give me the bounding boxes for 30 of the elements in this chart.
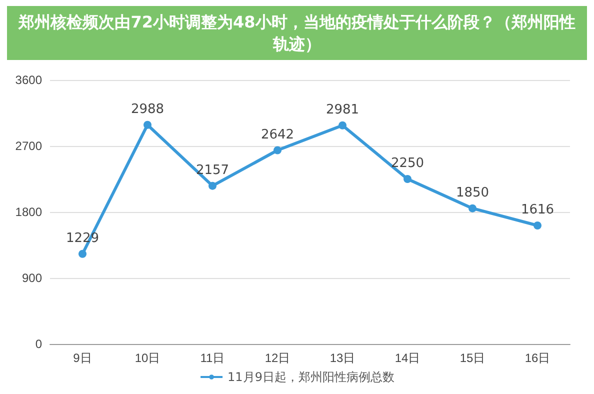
y-tick-label: 0: [35, 337, 42, 351]
chart-title: 郑州核检频次由72小时调整为48小时，当地的疫情处于什么阶段？（郑州阳性轨迹）: [18, 12, 576, 54]
point: [534, 221, 542, 230]
data-label: 1616: [520, 202, 554, 218]
x-tick-label: 14日: [394, 351, 420, 365]
data-label: 2642: [260, 127, 294, 142]
data-label: 2988: [130, 102, 164, 117]
point: [208, 182, 216, 190]
point: [468, 204, 476, 212]
x-tick-label: 11日: [200, 351, 225, 365]
legend-label: 11月9日起，郑州阳性病例总数: [228, 370, 394, 384]
x-tick-label: 16日: [524, 351, 550, 365]
data-label: 2250: [390, 156, 424, 171]
data-label: 2157: [196, 162, 230, 178]
y-tick-label: 3600: [15, 73, 42, 87]
x-tick-label: 13日: [330, 351, 356, 365]
x-tick-label: 9日: [73, 351, 92, 365]
y-tick-label: 1800: [15, 205, 42, 219]
y-tick-label: 900: [22, 271, 42, 285]
point: [338, 121, 346, 130]
data-label: 1850: [456, 185, 490, 200]
x-tick-label: 10日: [134, 351, 160, 365]
y-tick-label: 2700: [15, 139, 42, 153]
point: [274, 146, 282, 154]
x-tick-label: 12日: [264, 351, 290, 365]
point: [404, 175, 412, 183]
data-label: 2981: [326, 102, 360, 118]
point: [78, 250, 86, 258]
x-tick-label: 15日: [460, 351, 486, 365]
point: [144, 120, 152, 129]
